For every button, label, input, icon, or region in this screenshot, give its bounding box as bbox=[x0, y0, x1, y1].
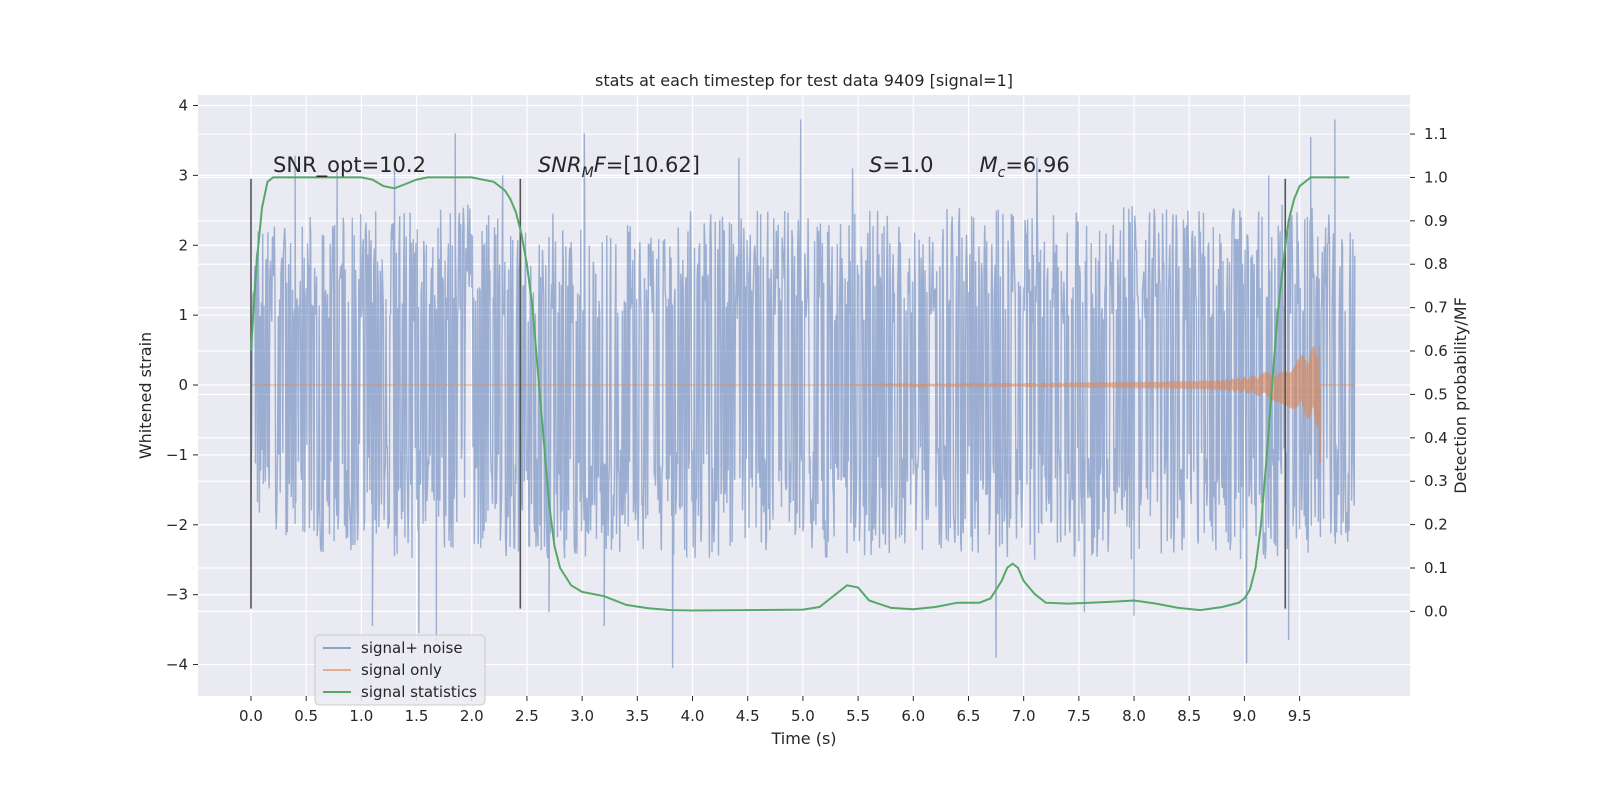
x-tick-label: 9.0 bbox=[1232, 707, 1256, 725]
y-tick-label: −1 bbox=[166, 446, 188, 464]
y-tick-label: 1 bbox=[178, 306, 188, 324]
x-tick-label: 9.5 bbox=[1288, 707, 1312, 725]
y2-tick-label: 0.1 bbox=[1424, 559, 1448, 577]
statistics-line bbox=[250, 176, 1350, 612]
annotation-text: SNRMF=[10.62] bbox=[538, 153, 700, 181]
legend-label: signal+ noise bbox=[361, 639, 463, 657]
y-tick-label: 4 bbox=[178, 96, 188, 114]
legend-label: signal statistics bbox=[361, 683, 477, 701]
x-tick-label: 4.0 bbox=[681, 707, 705, 725]
y2-tick-label: 0.0 bbox=[1424, 602, 1448, 620]
x-tick-label: 2.5 bbox=[515, 707, 539, 725]
annotation-part: =[10.62] bbox=[606, 153, 700, 177]
y2-tick-label: 0.6 bbox=[1424, 342, 1448, 360]
x-tick-label: 6.5 bbox=[957, 707, 981, 725]
x-tick-label: 7.5 bbox=[1067, 707, 1091, 725]
annotation-part: =6.96 bbox=[1005, 153, 1069, 177]
signal-only-series bbox=[251, 345, 1355, 463]
y2-tick-label: 1.1 bbox=[1424, 125, 1448, 143]
y2-tick-label: 0.2 bbox=[1424, 516, 1448, 534]
y2-tick-label: 0.3 bbox=[1424, 472, 1448, 490]
statistics-series bbox=[250, 176, 1350, 612]
signal-only-line bbox=[251, 345, 1355, 463]
y-tick-label: −3 bbox=[166, 586, 188, 604]
y-tick-label: 0 bbox=[178, 376, 188, 394]
x-tick-label: 8.0 bbox=[1122, 707, 1146, 725]
y2-tick-label: 0.4 bbox=[1424, 429, 1448, 447]
noise-series bbox=[250, 119, 1356, 669]
y-axis-label: Whitened strain bbox=[136, 332, 155, 459]
x-tick-label: 4.5 bbox=[736, 707, 760, 725]
annotation-part: M bbox=[980, 153, 998, 177]
annotation-part: SNR bbox=[538, 153, 582, 177]
x-axis-label: Time (s) bbox=[770, 729, 836, 748]
y2-tick-label: 0.9 bbox=[1424, 212, 1448, 230]
annotation-text: SNR_opt=10.2 bbox=[273, 153, 426, 178]
x-tick-label: 1.0 bbox=[349, 707, 373, 725]
y2-tick-label: 0.5 bbox=[1424, 385, 1448, 403]
y2-tick-label: 1.0 bbox=[1424, 168, 1448, 186]
annotation-part: c bbox=[998, 165, 1006, 181]
annotation-part: SNR_opt=10.2 bbox=[273, 153, 426, 178]
y-tick-label: 2 bbox=[178, 236, 188, 254]
y2-axis-label: Detection probability/MF bbox=[1451, 297, 1470, 494]
x-tick-label: 5.0 bbox=[791, 707, 815, 725]
x-tick-label: 5.5 bbox=[846, 707, 870, 725]
x-tick-label: 2.0 bbox=[460, 707, 484, 725]
chart-title: stats at each timestep for test data 940… bbox=[595, 71, 1013, 90]
x-tick-label: 0.5 bbox=[294, 707, 318, 725]
legend: signal+ noise signal only signal statistic… bbox=[314, 634, 486, 706]
x-tick-label: 1.5 bbox=[405, 707, 429, 725]
y-tick-label: −4 bbox=[166, 656, 188, 674]
annotation-part: =1.0 bbox=[882, 153, 933, 177]
x-tick-label: 3.0 bbox=[570, 707, 594, 725]
y2-tick-label: 0.7 bbox=[1424, 299, 1448, 317]
noise-line bbox=[250, 119, 1356, 669]
annotation-part: M bbox=[582, 165, 594, 181]
legend-label: signal only bbox=[361, 661, 442, 679]
x-tick-label: 8.5 bbox=[1177, 707, 1201, 725]
annotations: SNR_opt=10.2 SNRMF=[10.62] S=1.0 Mc=6.96 bbox=[273, 153, 1070, 181]
axes: 0.0 0.5 1.0 1.5 2.0 2.5 3.0 3.5 4.0 4.5 5.0 5.5 6.0 6… bbox=[136, 71, 1470, 748]
y-tick-label: −2 bbox=[166, 516, 188, 534]
x-tick-label: 0.0 bbox=[239, 707, 263, 725]
x-tick-label: 6.0 bbox=[901, 707, 925, 725]
x-tick-label: 7.0 bbox=[1012, 707, 1036, 725]
x-tick-label: 3.5 bbox=[625, 707, 649, 725]
annotation-text: S=1.0 bbox=[869, 153, 933, 177]
legend-box bbox=[314, 634, 486, 706]
annotation-part: S bbox=[869, 153, 882, 177]
y2-tick-label: 0.8 bbox=[1424, 255, 1448, 273]
y-tick-label: 3 bbox=[178, 166, 188, 184]
annotation-text: Mc=6.96 bbox=[980, 153, 1070, 181]
annotation-part: F bbox=[594, 153, 607, 177]
